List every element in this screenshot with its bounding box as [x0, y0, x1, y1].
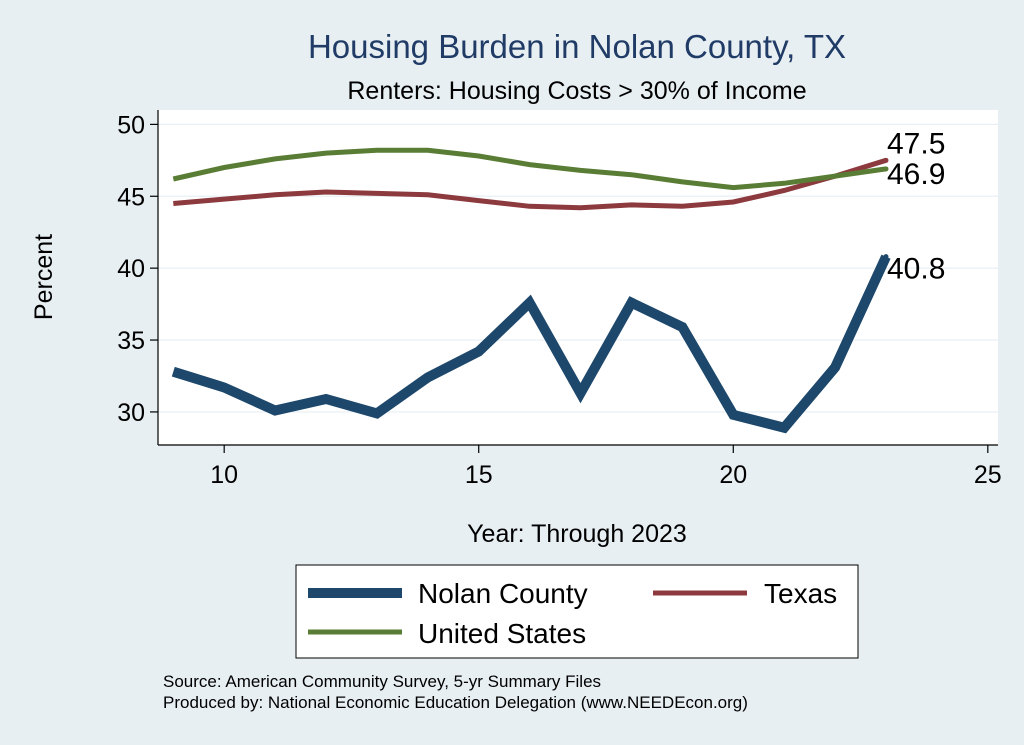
chart-title: Housing Burden in Nolan County, TX — [308, 28, 846, 65]
end-label-nolan-county: 40.8 — [887, 253, 945, 286]
legend-label-texas: Texas — [764, 578, 837, 609]
produced-by-note: Produced by: National Economic Education… — [163, 693, 748, 712]
x-tick-label-25: 25 — [974, 461, 1002, 489]
source-note: Source: American Community Survey, 5-yr … — [163, 672, 601, 691]
y-tick-labels: 30 35 40 45 50 — [117, 111, 145, 427]
legend-label-united-states: United States — [418, 618, 586, 649]
end-point-united-states — [883, 166, 889, 172]
chart-subtitle: Renters: Housing Costs > 30% of Income — [347, 77, 806, 105]
series-line-nolan-county — [171, 254, 891, 434]
x-tick-label-20: 20 — [719, 461, 747, 489]
y-tick-label-45: 45 — [117, 183, 145, 211]
x-axis-label: Year: Through 2023 — [467, 520, 687, 548]
series-lines — [171, 147, 891, 434]
end-point-texas — [883, 157, 889, 163]
legend-box — [295, 564, 859, 659]
axes — [150, 110, 998, 453]
x-tick-label-10: 10 — [210, 461, 238, 489]
end-labels: 40.8 47.546.9 — [887, 127, 945, 285]
x-tick-label-15: 15 — [465, 461, 493, 489]
gridlines — [158, 123, 998, 413]
end-label-texas: 47.5 — [887, 127, 945, 160]
end-label-united-states: 46.9 — [887, 158, 945, 191]
legend-label-nolan-county: Nolan County — [418, 578, 588, 609]
y-axis-label: Percent — [30, 234, 58, 320]
y-tick-label-35: 35 — [117, 327, 145, 355]
y-tick-label-50: 50 — [117, 111, 145, 139]
x-tick-labels: 10 15 20 25 — [210, 461, 1001, 489]
series-line-united-states — [172, 147, 887, 191]
y-tick-label-30: 30 — [117, 399, 145, 427]
series-line-texas — [173, 157, 887, 211]
y-tick-label-40: 40 — [117, 255, 145, 283]
end-point-nolan-county — [883, 254, 889, 260]
legend: Nolan County Texas United States — [295, 564, 859, 659]
